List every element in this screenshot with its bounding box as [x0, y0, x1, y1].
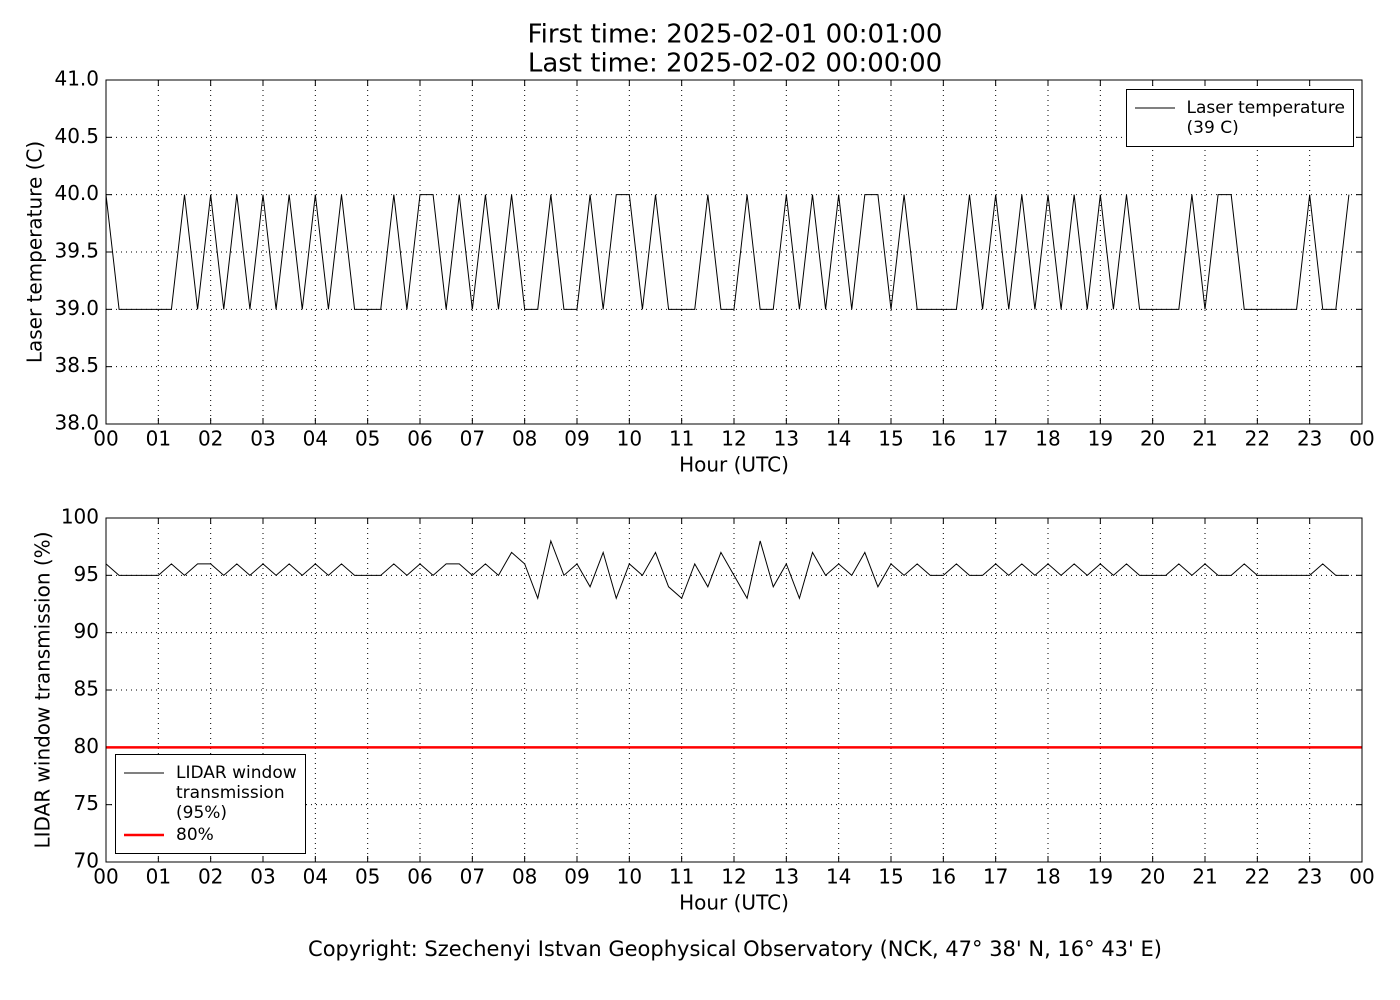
y-tick-label: 40.0 — [54, 181, 99, 205]
x-tick-label: 20 — [1140, 427, 1165, 451]
x-tick-label: 22 — [1245, 865, 1270, 889]
legend: LIDAR window transmission (95%) 80% — [115, 754, 306, 854]
x-tick-label: 16 — [931, 427, 956, 451]
y-axis-label: LIDAR window transmission (%) — [31, 532, 55, 849]
legend-swatch — [1134, 107, 1175, 109]
x-tick-label: 21 — [1192, 427, 1217, 451]
x-tick-label: 01 — [146, 865, 171, 889]
data-line — [105, 194, 1350, 310]
y-tick-label: 40.5 — [54, 124, 99, 148]
x-tick-label: 15 — [878, 865, 903, 889]
x-tick-label: 04 — [303, 865, 328, 889]
x-tick-label: 11 — [669, 427, 694, 451]
x-tick-label: 07 — [460, 865, 485, 889]
y-tick-label: 38.0 — [54, 411, 99, 435]
x-tick-label: 17 — [983, 427, 1008, 451]
legend-swatch — [124, 772, 164, 774]
legend-label: 80% — [176, 825, 214, 845]
x-tick-label: 12 — [721, 865, 746, 889]
x-tick-label: 08 — [512, 427, 537, 451]
x-tick-label: 10 — [617, 427, 642, 451]
y-tick-label: 70 — [74, 849, 99, 873]
x-tick-label: 17 — [983, 865, 1008, 889]
y-tick-label: 39.5 — [54, 239, 99, 263]
y-tick-label: 90 — [74, 619, 99, 643]
x-tick-label: 22 — [1245, 427, 1270, 451]
x-tick-label: 18 — [1035, 427, 1060, 451]
x-tick-label: 03 — [250, 865, 275, 889]
x-tick-label: 08 — [512, 865, 537, 889]
x-tick-label: 14 — [826, 865, 851, 889]
legend-label: Laser temperature (39 C) — [1186, 98, 1345, 138]
x-tick-label: 05 — [355, 427, 380, 451]
y-tick-label: 100 — [61, 505, 99, 529]
y-axis-label: Laser temperature (C) — [23, 141, 47, 363]
x-tick-label: 15 — [878, 427, 903, 451]
legend-entry: 80% — [124, 825, 297, 845]
legend-entry: Laser temperature (39 C) — [1134, 98, 1345, 138]
x-tick-label: 14 — [826, 427, 851, 451]
x-tick-label: 09 — [564, 865, 589, 889]
y-tick-label: 85 — [74, 677, 99, 701]
footer: Copyright: Szechenyi Istvan Geophysical … — [308, 937, 1162, 961]
x-tick-label: 05 — [355, 865, 380, 889]
title-line: First time: 2025-02-01 00:01:00 — [528, 20, 943, 50]
x-tick-label: 12 — [721, 427, 746, 451]
x-tick-label: 04 — [303, 427, 328, 451]
legend-swatch — [124, 833, 164, 837]
y-tick-label: 39.0 — [54, 296, 99, 320]
x-tick-label: 09 — [564, 427, 589, 451]
x-tick-label: 06 — [407, 427, 432, 451]
axes-frame — [105, 517, 1363, 863]
y-tick-label: 41.0 — [54, 67, 99, 91]
x-tick-label: 02 — [198, 427, 223, 451]
x-tick-label: 07 — [460, 427, 485, 451]
x-tick-label: 19 — [1088, 427, 1113, 451]
x-tick-label: 23 — [1297, 427, 1322, 451]
x-tick-label: 13 — [774, 427, 799, 451]
x-tick-label: 10 — [617, 865, 642, 889]
x-tick-label: 00 — [1349, 427, 1374, 451]
x-tick-label: 02 — [198, 865, 223, 889]
legend: Laser temperature (39 C) — [1125, 89, 1354, 147]
title-line: Last time: 2025-02-02 00:00:00 — [528, 49, 942, 79]
x-tick-label: 03 — [250, 427, 275, 451]
y-tick-label: 95 — [74, 562, 99, 586]
x-tick-label: 00 — [93, 427, 118, 451]
x-axis-label: Hour (UTC) — [679, 453, 789, 477]
x-axis-label: Hour (UTC) — [679, 891, 789, 915]
x-tick-label: 13 — [774, 865, 799, 889]
x-tick-label: 11 — [669, 865, 694, 889]
axes-frame — [105, 79, 1363, 425]
legend-label: LIDAR window transmission (95%) — [176, 763, 297, 823]
x-tick-label: 00 — [93, 865, 118, 889]
x-tick-label: 01 — [146, 427, 171, 451]
x-tick-label: 19 — [1088, 865, 1113, 889]
legend-entry: LIDAR window transmission (95%) — [124, 763, 297, 823]
x-tick-label: 16 — [931, 865, 956, 889]
x-tick-label: 21 — [1192, 865, 1217, 889]
x-tick-label: 20 — [1140, 865, 1165, 889]
x-tick-label: 00 — [1349, 865, 1374, 889]
y-tick-label: 38.5 — [54, 353, 99, 377]
data-line — [105, 539, 1349, 600]
y-tick-label: 75 — [74, 791, 99, 815]
x-tick-label: 18 — [1035, 865, 1060, 889]
x-tick-label: 23 — [1297, 865, 1322, 889]
y-tick-label: 80 — [74, 734, 99, 758]
x-tick-label: 06 — [407, 865, 432, 889]
